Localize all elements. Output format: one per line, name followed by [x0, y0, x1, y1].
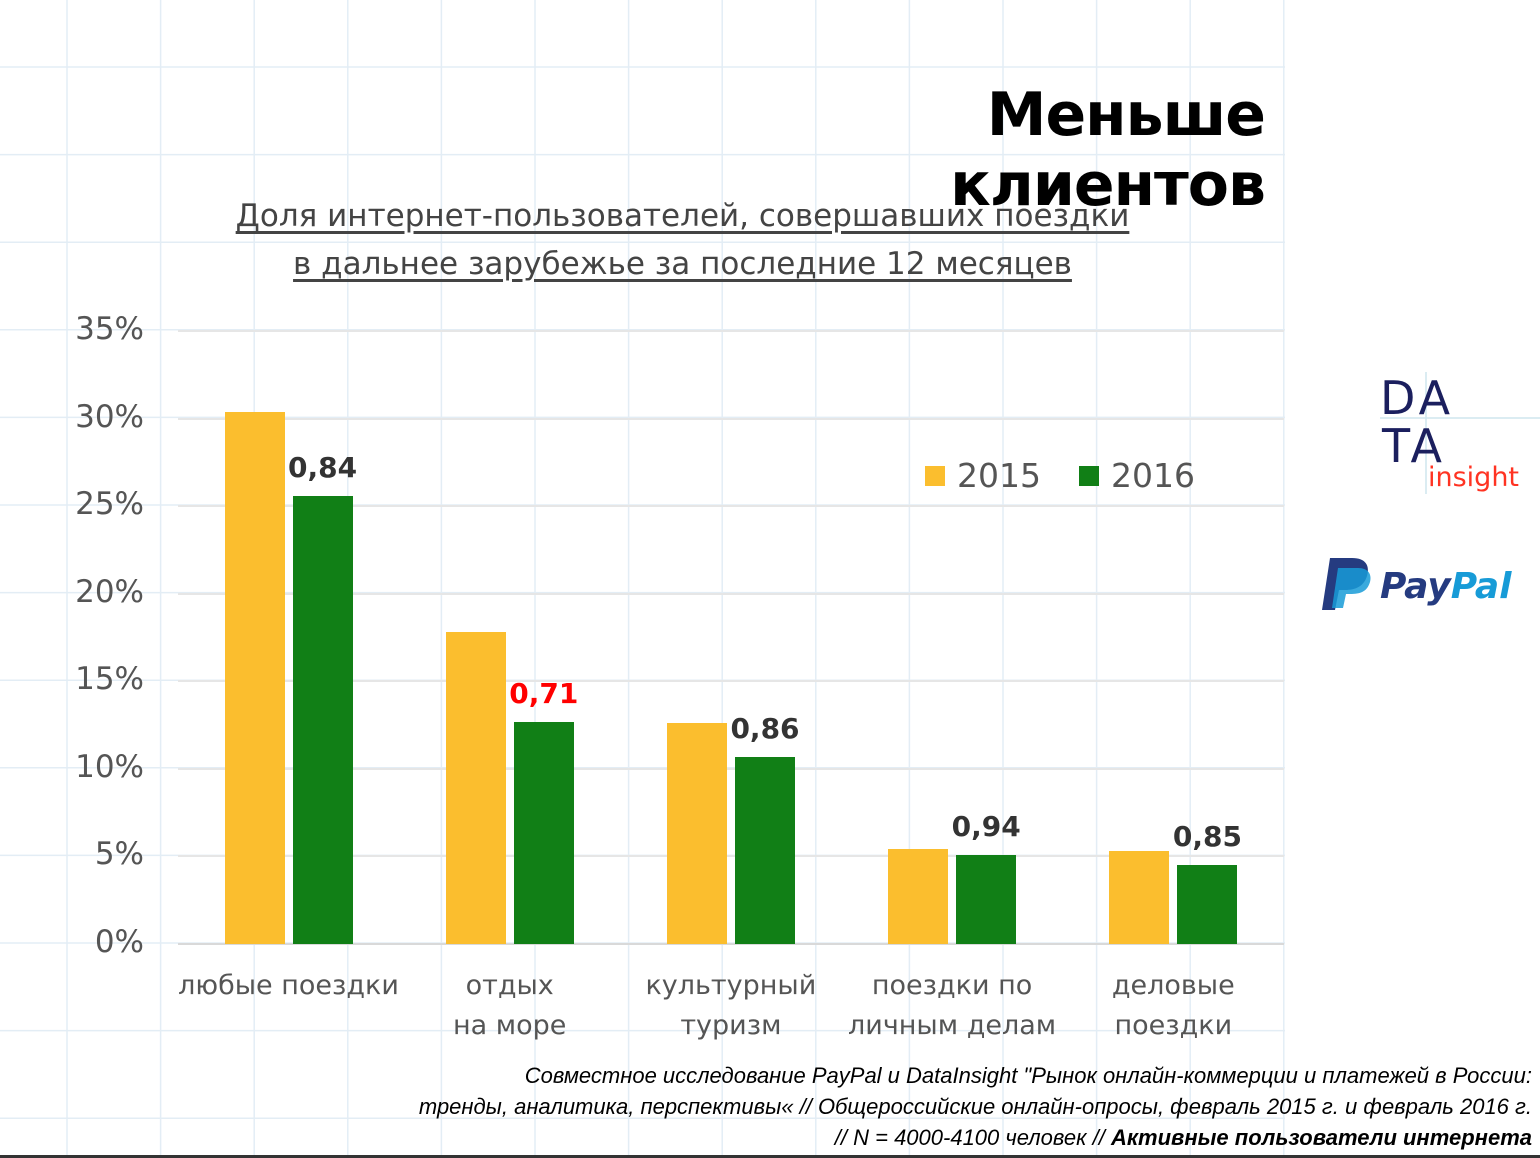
y-tick-label: 0% — [94, 924, 144, 960]
footnote-line3: // N = 4000-4100 человек // — [834, 1125, 1111, 1150]
y-tick-label: 15% — [75, 661, 144, 698]
x-category-label: поездки по личным делам — [848, 970, 1057, 1041]
paypal-logo: PayPal — [1322, 558, 1512, 610]
y-gridline — [178, 592, 1284, 595]
bar-2015 — [667, 723, 727, 944]
svg-text:insight: insight — [1428, 462, 1519, 493]
ratio-label: 0,84 — [288, 450, 358, 484]
datainsight-logo: DA TA insight — [1380, 372, 1540, 494]
y-tick-label: 20% — [75, 573, 144, 610]
y-tick-label: 5% — [94, 836, 144, 873]
y-tick-label: 35% — [75, 311, 144, 347]
svg-text:PayPal: PayPal — [1380, 566, 1512, 607]
y-gridline — [178, 417, 1284, 420]
bar-2016 — [292, 495, 353, 944]
legend-swatch-2015 — [925, 465, 945, 486]
bar-2015 — [1109, 851, 1170, 944]
y-tick-label: 25% — [75, 486, 144, 523]
source-footnote: Совместное исследование PayPal и DataIns… — [419, 1060, 1532, 1153]
footnote-line3-bold: Активные пользователи интернета — [1111, 1125, 1532, 1150]
legend-label-2016: 2016 — [1111, 456, 1195, 495]
bar-2016 — [735, 756, 795, 944]
legend-label-2015: 2015 — [957, 456, 1041, 495]
svg-text:TA: TA — [1381, 419, 1446, 473]
legend-item-2016: 2016 — [1079, 456, 1195, 495]
footnote-line1: Совместное исследование PayPal и DataIns… — [524, 1063, 1532, 1088]
legend-item-2015: 2015 — [925, 456, 1041, 495]
bar-2015 — [224, 411, 285, 944]
page-title: Меньше клиентов — [950, 80, 1266, 220]
ratio-label: 0,86 — [730, 711, 800, 745]
bar-2016 — [513, 721, 574, 944]
ratio-label: 0,71 — [509, 676, 579, 710]
chart-subtitle-line1: Доля интернет-пользователей, совершавших… — [235, 198, 1130, 234]
y-gridline — [178, 943, 1284, 945]
chart-subtitle-line2: в дальнее зарубежье за последние 12 меся… — [293, 246, 1072, 282]
y-gridline — [178, 505, 1284, 508]
bottom-divider — [0, 1155, 1540, 1158]
legend-swatch-2016 — [1079, 465, 1099, 486]
x-category-label: отдых на море — [452, 970, 567, 1041]
x-category-label: деловые поездки — [1111, 970, 1235, 1041]
footnote-line2: тренды, аналитика, перспективы« // Общер… — [418, 1094, 1532, 1119]
bar-2016 — [956, 854, 1017, 944]
x-category-label: любые поездки — [178, 970, 399, 1001]
y-gridline — [178, 680, 1284, 683]
y-gridline — [178, 855, 1284, 858]
bar-2015 — [445, 632, 506, 944]
bar-2015 — [888, 849, 949, 944]
y-gridline — [178, 767, 1284, 770]
bar-chart: 0% 5% 10% 15% 20% 25% 30% 35% 0,84 любые поездки 0… — [75, 311, 1284, 1041]
ratio-label: 0,85 — [1172, 820, 1242, 854]
x-category-label: культурный туризм — [645, 970, 817, 1041]
y-gridline — [178, 330, 1284, 332]
bar-2016 — [1177, 865, 1238, 944]
svg-text:DA: DA — [1380, 372, 1454, 425]
y-tick-label: 30% — [75, 398, 144, 435]
ratio-label: 0,94 — [951, 809, 1021, 843]
y-tick-label: 10% — [75, 748, 144, 785]
